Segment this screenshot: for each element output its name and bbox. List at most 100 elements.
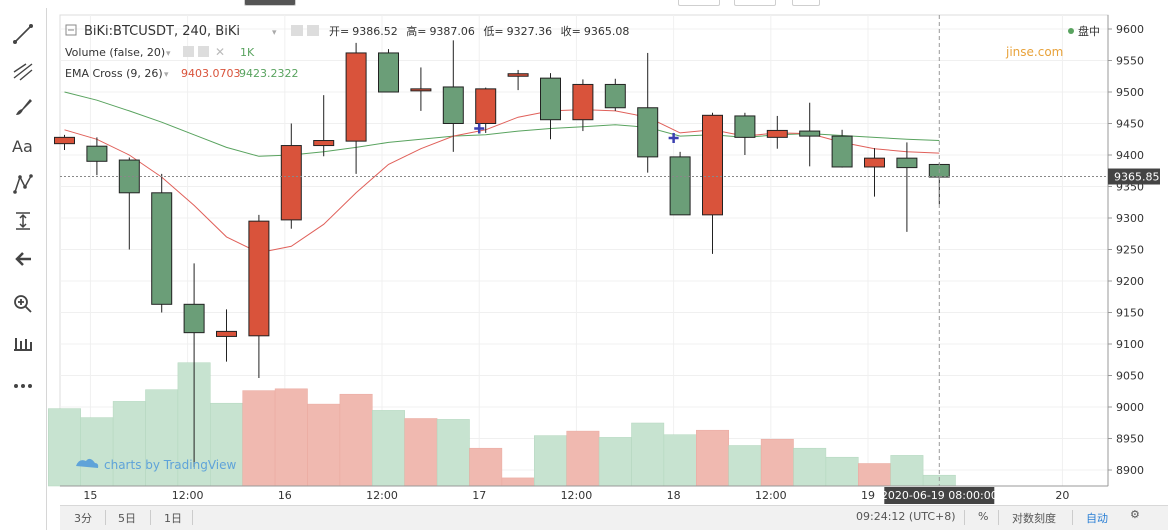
volume-bar xyxy=(501,477,535,487)
candle-body xyxy=(475,88,497,124)
volume-bar xyxy=(469,447,503,487)
volume-bar xyxy=(404,418,438,487)
symbol-dropdown-icon[interactable]: ▾ xyxy=(272,28,277,38)
top-button[interactable] xyxy=(678,0,720,6)
time-tick-label: 20 xyxy=(1055,489,1069,502)
bottom-bar: 3分 5日 1日 09:24:12 (UTC+8) % 对数刻度 自动 ⚙ xyxy=(60,505,1168,530)
price-tick-label: 9050 xyxy=(1116,370,1144,383)
zoom-icon[interactable] xyxy=(8,290,38,318)
candle xyxy=(183,263,205,467)
volume-bar xyxy=(663,434,697,487)
candle-body xyxy=(86,145,108,162)
time-tick-label: 15 xyxy=(83,489,97,502)
top-button[interactable] xyxy=(792,0,820,6)
measure-icon[interactable] xyxy=(8,207,38,235)
volume-indicator-label: Volume (false, 20) xyxy=(65,46,165,59)
pattern-icon[interactable] xyxy=(8,170,38,198)
time-tick-label: 18 xyxy=(667,489,681,502)
cross-marker xyxy=(474,123,485,134)
price-tick-label: 9550 xyxy=(1116,55,1144,68)
top-tab[interactable] xyxy=(244,0,296,6)
market-status-dot xyxy=(1068,28,1074,34)
fib-icon[interactable] xyxy=(8,57,38,85)
volume-dropdown-icon[interactable]: ▾ xyxy=(166,49,171,59)
candle-body xyxy=(766,129,788,138)
candle-body xyxy=(378,52,399,93)
candle-body xyxy=(442,86,464,124)
collapse-icon[interactable] xyxy=(65,24,77,36)
volume-value: 1K xyxy=(240,46,255,59)
close-icon[interactable]: ✕ xyxy=(215,45,225,59)
price-tick-label: 9600 xyxy=(1116,23,1144,36)
price-tick-label: 8900 xyxy=(1116,464,1144,477)
ema-dropdown-icon[interactable]: ▾ xyxy=(164,70,169,80)
candle-body xyxy=(345,52,367,142)
high-value: 9387.06 xyxy=(429,25,475,38)
brush-icon[interactable] xyxy=(8,93,38,121)
back-arrow-icon[interactable] xyxy=(8,245,38,273)
close-label: 收= xyxy=(561,24,581,38)
trend-line-icon[interactable] xyxy=(8,20,38,48)
range-5d[interactable]: 5日 xyxy=(118,512,136,525)
bottom-separator xyxy=(1072,510,1073,525)
bottom-separator xyxy=(192,510,193,525)
price-label-text: 9365.85 xyxy=(1114,171,1160,184)
time-axis-area xyxy=(60,486,1108,505)
candle-body xyxy=(637,107,659,158)
candle-body xyxy=(410,88,432,92)
candle xyxy=(702,112,723,254)
price-tick-label: 9200 xyxy=(1116,275,1144,288)
log-scale-toggle[interactable]: 对数刻度 xyxy=(1012,512,1056,525)
time-tick-label: 12:00 xyxy=(755,489,787,502)
eye-icon[interactable] xyxy=(291,25,303,36)
candle xyxy=(410,67,432,111)
top-button[interactable] xyxy=(734,0,776,6)
candle xyxy=(313,95,335,157)
candle-body xyxy=(540,77,561,121)
eye-icon[interactable] xyxy=(183,46,194,57)
volume-bars xyxy=(48,362,956,487)
candle xyxy=(572,79,594,132)
volume-bar xyxy=(145,389,179,487)
clock[interactable]: 09:24:12 (UTC+8) xyxy=(856,510,956,523)
candle-body xyxy=(507,73,529,77)
candle-body xyxy=(572,83,594,121)
volume-bar xyxy=(890,455,924,487)
range-3m[interactable]: 3分 xyxy=(74,512,92,525)
bottom-separator xyxy=(998,510,999,525)
tradingview-attribution[interactable]: charts by TradingView xyxy=(104,458,236,472)
candle-body xyxy=(799,130,821,137)
low-value: 9327.36 xyxy=(507,25,553,38)
candle-body xyxy=(604,83,626,109)
tradingview-cloud-icon xyxy=(76,458,99,468)
candle xyxy=(637,52,659,173)
settings-icon[interactable] xyxy=(198,46,209,57)
candle-body xyxy=(183,303,205,334)
volume-bar xyxy=(825,456,859,487)
volume-bar xyxy=(80,417,114,487)
more-icon[interactable] xyxy=(8,372,38,400)
candle xyxy=(378,49,399,93)
auto-scale-toggle[interactable]: 自动 xyxy=(1086,512,1108,525)
candle-body xyxy=(54,136,75,145)
candle-body xyxy=(216,330,237,337)
volume-bar xyxy=(696,429,729,487)
ohlc-readout: 开= 9386.52 高= 9387.06 低= 9327.36 收= 9365.08 xyxy=(329,24,629,38)
candle xyxy=(248,214,270,379)
bottom-separator xyxy=(150,510,151,525)
volume-bar xyxy=(728,445,762,487)
ruler-icon[interactable] xyxy=(8,328,38,356)
settings-icon[interactable]: ⚙ xyxy=(1130,508,1140,521)
settings-icon[interactable] xyxy=(307,25,319,36)
candlestick-chart[interactable]: 8900895090009050910091509200925093009350… xyxy=(0,0,1170,505)
price-axis-area xyxy=(1108,15,1170,486)
candles xyxy=(54,40,950,467)
percent-toggle[interactable]: % xyxy=(978,510,989,523)
candle xyxy=(442,40,464,152)
text-icon[interactable]: Aa xyxy=(8,132,38,160)
candle xyxy=(86,137,108,176)
top-strip xyxy=(46,0,1170,8)
drawing-toolbar: Aa xyxy=(0,0,47,530)
range-1d[interactable]: 1日 xyxy=(164,512,182,525)
candle-body xyxy=(669,156,691,216)
